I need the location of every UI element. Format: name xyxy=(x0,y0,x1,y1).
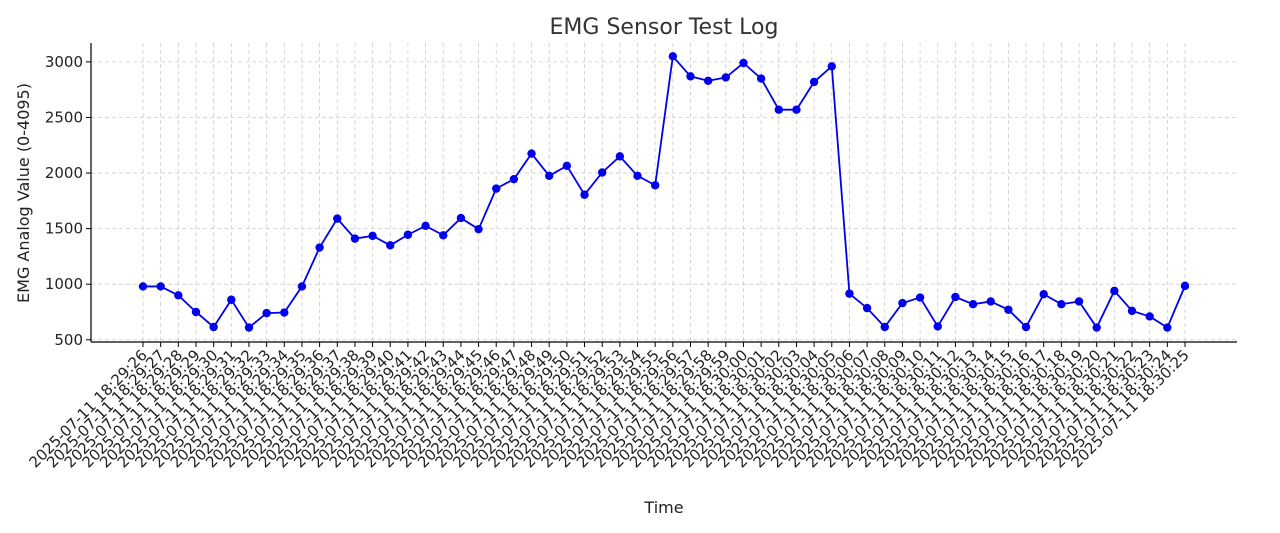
data-point xyxy=(951,292,960,302)
series xyxy=(138,52,1190,332)
data-point xyxy=(1021,322,1031,332)
data-point xyxy=(650,181,660,190)
data-point xyxy=(262,308,271,318)
data-point xyxy=(756,74,766,83)
data-point xyxy=(597,168,607,177)
y-axis-label: EMG Analog Value (0-4095) xyxy=(14,83,33,303)
chart-title: EMG Sensor Test Log xyxy=(550,15,779,40)
y-tick-label: 500 xyxy=(54,331,83,349)
data-point xyxy=(739,58,748,68)
data-point xyxy=(156,282,165,291)
data-point xyxy=(174,291,183,300)
data-point xyxy=(968,300,978,309)
data-point xyxy=(545,171,554,181)
data-point xyxy=(580,190,589,199)
data-point xyxy=(633,171,642,181)
y-tick-label: 1500 xyxy=(45,220,83,238)
data-point xyxy=(244,323,254,332)
data-point xyxy=(562,161,572,171)
data-point xyxy=(915,293,925,302)
data-point xyxy=(845,289,854,298)
data-point xyxy=(703,76,713,85)
data-point xyxy=(898,298,907,308)
data-point xyxy=(1004,305,1013,314)
y-tick-label: 3000 xyxy=(45,53,83,71)
data-point xyxy=(456,213,466,223)
axes xyxy=(86,43,1237,347)
data-point xyxy=(721,73,731,82)
data-point xyxy=(191,307,201,317)
data-point xyxy=(986,297,995,306)
data-point xyxy=(209,322,218,332)
x-axis-label: Time xyxy=(643,498,683,517)
data-point xyxy=(368,231,377,241)
data-point xyxy=(1110,286,1119,296)
data-point xyxy=(492,184,501,193)
data-point xyxy=(315,243,324,252)
y-tick-label: 1000 xyxy=(45,275,83,293)
data-point xyxy=(527,149,536,158)
data-point xyxy=(439,231,448,240)
data-point xyxy=(880,322,889,332)
data-point xyxy=(1074,297,1084,306)
data-point xyxy=(421,221,430,231)
data-point xyxy=(1163,323,1172,332)
data-point xyxy=(862,303,872,313)
data-point xyxy=(509,174,519,184)
data-point xyxy=(227,295,236,304)
grid xyxy=(91,43,1237,342)
data-point xyxy=(1092,323,1101,332)
data-point xyxy=(350,234,360,243)
data-point xyxy=(809,77,819,87)
data-point xyxy=(792,105,801,114)
data-point xyxy=(474,224,483,234)
data-point xyxy=(297,282,307,291)
data-point xyxy=(333,214,342,223)
data-point xyxy=(1039,290,1048,299)
data-point xyxy=(668,52,678,61)
y-tick-label: 2500 xyxy=(45,108,83,126)
data-point xyxy=(1127,306,1137,316)
data-point xyxy=(1057,300,1066,309)
y-tick-labels: 500 1000 1500 2000 2500 3000 xyxy=(45,53,83,349)
data-point xyxy=(1180,281,1190,291)
data-point xyxy=(403,230,413,239)
data-point xyxy=(933,322,942,331)
y-tick-label: 2000 xyxy=(45,164,83,182)
data-point xyxy=(615,152,625,161)
data-point xyxy=(774,105,783,114)
data-point xyxy=(827,62,836,71)
data-point xyxy=(280,308,289,317)
data-point xyxy=(386,241,395,250)
data-point xyxy=(686,72,695,81)
data-point xyxy=(1145,312,1154,321)
data-point xyxy=(138,282,148,291)
